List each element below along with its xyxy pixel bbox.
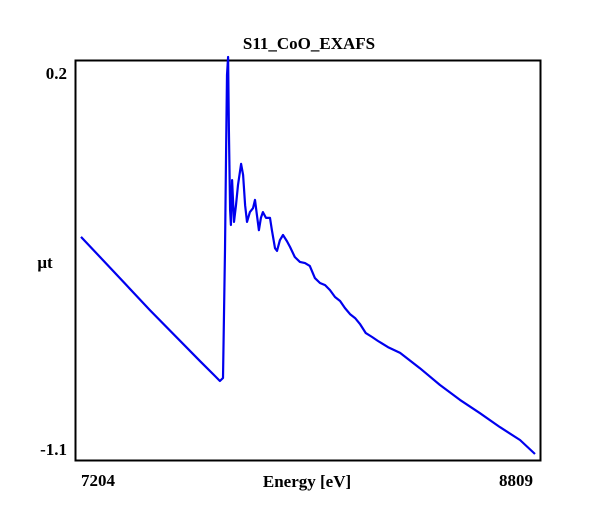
series-layer [80, 55, 536, 455]
x-tick-label-left: 7204 [81, 471, 116, 490]
x-axis-label: Energy [eV] [263, 472, 351, 491]
x-tick-label-right: 8809 [499, 471, 533, 490]
plot-frame [74, 59, 542, 462]
chart-title: S11_CoO_EXAFS [243, 34, 375, 53]
y-tick-label-top: 0.2 [46, 64, 67, 83]
y-axis-label: μt [37, 253, 53, 272]
y-tick-label-bottom: -1.1 [40, 440, 67, 459]
series-line-0 [80, 55, 536, 455]
